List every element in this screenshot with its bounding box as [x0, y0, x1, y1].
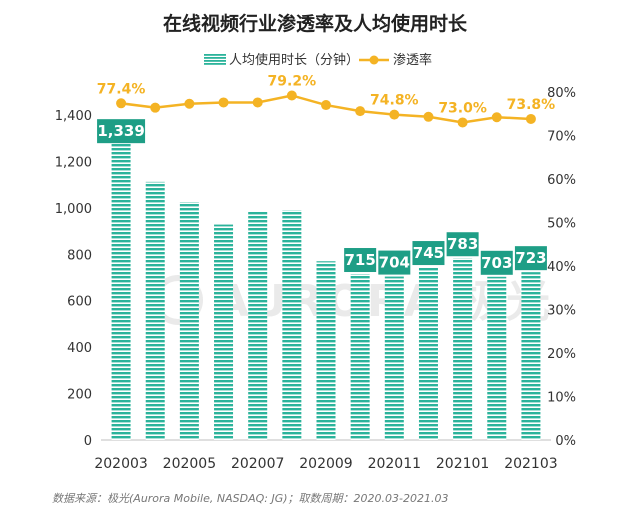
line-point-202004 [150, 102, 161, 113]
bar-label-box [97, 119, 146, 144]
bar-data-label: 1,339 [97, 122, 144, 140]
line-data-labels: 77.4% 79.2% 74.8% 73.0% 73.8% [97, 73, 555, 116]
line-point-202006 [218, 97, 229, 108]
bar-label-box [344, 248, 377, 273]
line-data-label: 79.2% [268, 73, 317, 89]
y2-tick-label: 0% [555, 434, 576, 449]
bar-202006 [214, 224, 234, 440]
bar-202011 [384, 276, 404, 440]
y2-axis-ticks: 0% 10% 20% 30% 40% 50% 60% 70% 80% [547, 86, 576, 449]
bar-202007 [248, 211, 268, 440]
legend: 人均使用时长（分钟） 渗透率 [204, 52, 432, 68]
bar-202101 [453, 258, 473, 440]
bar-202003 [111, 129, 131, 441]
line-point-202101 [457, 117, 468, 128]
y2-tick-label: 50% [547, 217, 576, 232]
y2-tick-label: 70% [547, 130, 576, 145]
legend-bar-label: 人均使用时长（分钟） [229, 52, 359, 68]
y-tick-label: 1,000 [55, 202, 92, 217]
y2-tick-label: 20% [547, 347, 576, 362]
bar-202102 [487, 276, 507, 440]
line-point-202102 [491, 112, 502, 123]
chart-title: 在线视频行业渗透率及人均使用时长 [163, 12, 468, 35]
bar-label-box [480, 250, 513, 275]
y-tick-label: 800 [67, 248, 92, 263]
bar-202005 [179, 202, 199, 440]
line-point-202010 [355, 106, 366, 117]
y2-tick-label: 80% [547, 86, 576, 101]
line-point-202005 [184, 98, 195, 109]
line-point-202003 [116, 98, 127, 109]
x-tick-label: 202005 [163, 456, 216, 472]
y-tick-label: 400 [67, 341, 92, 356]
bar-data-label: 704 [379, 254, 410, 272]
y-tick-label: 0 [84, 434, 92, 449]
y-tick-label: 1,200 [55, 155, 92, 170]
y-tick-label: 1,400 [55, 109, 92, 124]
line-point-202008 [286, 90, 297, 101]
line-point-202012 [423, 111, 434, 122]
line-point-202011 [389, 109, 400, 120]
y2-tick-label: 60% [547, 173, 576, 188]
bar-202008 [282, 210, 302, 440]
bar-data-label: 703 [481, 254, 512, 272]
legend-bar-swatch [204, 54, 226, 65]
x-tick-label: 202003 [94, 456, 147, 472]
line-series [116, 90, 536, 128]
x-tick-label: 202103 [504, 456, 557, 472]
y2-tick-label: 10% [547, 391, 576, 406]
x-tick-label: 202101 [436, 456, 489, 472]
bar-data-label: 745 [413, 244, 444, 262]
y-tick-label: 200 [67, 388, 92, 403]
x-tick-label: 202007 [231, 456, 284, 472]
y2-tick-label: 30% [547, 304, 576, 319]
line-point-202009 [321, 100, 331, 111]
line-point-202103 [525, 113, 536, 124]
bar-202103 [521, 272, 541, 440]
line-data-label: 73.0% [438, 100, 487, 116]
x-tick-label: 202011 [368, 456, 421, 472]
bar-data-label: 715 [344, 251, 375, 269]
x-tick-label: 202009 [299, 456, 352, 472]
bar-202009 [316, 261, 336, 440]
bar-label-box [412, 241, 445, 266]
x-axis-ticks: 202003 202005 202007 202009 202011 202101 2021… [94, 456, 557, 472]
y2-tick-label: 40% [547, 260, 576, 275]
bar-202012 [418, 267, 438, 440]
line-point-202007 [252, 97, 263, 108]
line-data-label: 73.8% [507, 97, 556, 113]
bar-data-label: 723 [515, 249, 546, 267]
y-tick-label: 600 [67, 295, 92, 310]
line-data-label: 74.8% [370, 93, 419, 109]
bar-series [111, 129, 541, 441]
line-data-label: 77.4% [97, 81, 146, 97]
bar-202004 [145, 181, 165, 440]
legend-line-marker [369, 55, 379, 65]
bar-data-label: 783 [447, 235, 478, 253]
bar-label-box [446, 232, 479, 257]
bar-label-box [378, 250, 411, 275]
bar-202010 [350, 274, 370, 440]
bar-label-box [514, 246, 547, 271]
source-note: 数据来源：极光(Aurora Mobile, NASDAQ: JG)；取数周期：… [52, 492, 448, 505]
y-axis-ticks: 0 200 400 600 800 1,000 1,200 1,400 [55, 109, 92, 449]
legend-line-label: 渗透率 [393, 52, 432, 68]
